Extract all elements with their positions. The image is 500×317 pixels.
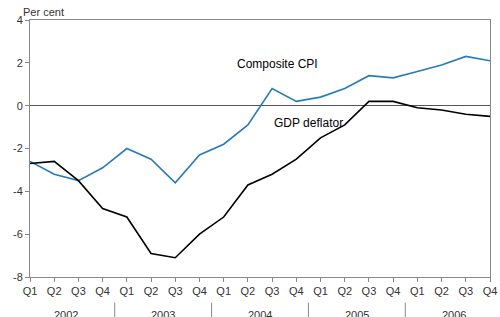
svg-text:Q3: Q3 bbox=[71, 285, 86, 297]
svg-text:-8: -8 bbox=[13, 271, 23, 283]
svg-text:GDP deflator: GDP deflator bbox=[274, 116, 343, 130]
svg-text:Q4: Q4 bbox=[386, 285, 401, 297]
svg-text:0: 0 bbox=[17, 100, 23, 112]
svg-text:2003: 2003 bbox=[151, 309, 175, 317]
svg-text:2: 2 bbox=[17, 57, 23, 69]
svg-text:Q2: Q2 bbox=[434, 285, 449, 297]
svg-text:-4: -4 bbox=[13, 185, 23, 197]
svg-text:Q2: Q2 bbox=[337, 285, 352, 297]
svg-text:Q4: Q4 bbox=[483, 285, 498, 297]
svg-text:Q1: Q1 bbox=[216, 285, 231, 297]
svg-text:Q4: Q4 bbox=[95, 285, 110, 297]
svg-text:Q1: Q1 bbox=[313, 285, 328, 297]
svg-text:Composite CPI: Composite CPI bbox=[237, 57, 318, 71]
svg-text:Q4: Q4 bbox=[289, 285, 304, 297]
svg-text:2002: 2002 bbox=[54, 309, 78, 317]
svg-text:2004: 2004 bbox=[248, 309, 272, 317]
svg-text:2006: 2006 bbox=[442, 309, 466, 317]
svg-text:4: 4 bbox=[17, 14, 23, 26]
svg-text:-6: -6 bbox=[13, 228, 23, 240]
svg-text:Q1: Q1 bbox=[119, 285, 134, 297]
svg-text:Q2: Q2 bbox=[241, 285, 256, 297]
svg-text:Q2: Q2 bbox=[47, 285, 62, 297]
svg-text:2005: 2005 bbox=[345, 309, 369, 317]
svg-text:Q3: Q3 bbox=[458, 285, 473, 297]
svg-text:Q3: Q3 bbox=[362, 285, 377, 297]
svg-text:Q2: Q2 bbox=[144, 285, 159, 297]
svg-text:Q1: Q1 bbox=[410, 285, 425, 297]
svg-text:Q3: Q3 bbox=[168, 285, 183, 297]
svg-text:Q3: Q3 bbox=[265, 285, 280, 297]
svg-text:Q1: Q1 bbox=[23, 285, 38, 297]
svg-text:Per cent: Per cent bbox=[23, 6, 64, 18]
svg-text:Q4: Q4 bbox=[192, 285, 207, 297]
svg-text:-2: -2 bbox=[13, 142, 23, 154]
